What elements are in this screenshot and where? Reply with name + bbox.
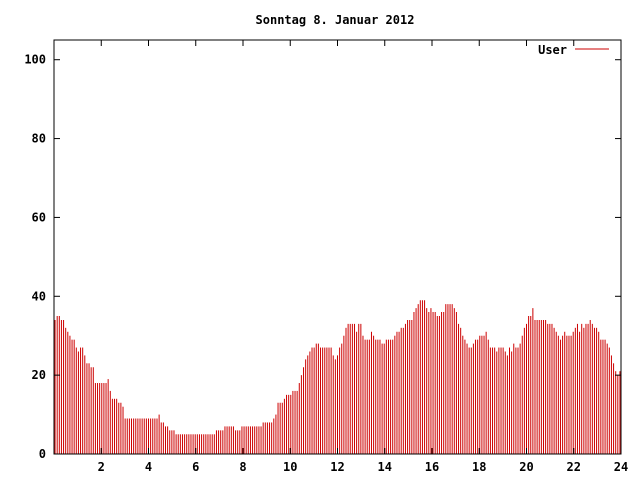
x-tick-label-5: 12 [330,460,344,474]
y-tick-label-4: 80 [32,132,46,146]
x-tick-label-0: 2 [98,460,105,474]
y-tick-label-2: 40 [32,289,46,303]
x-tick-label-10: 22 [567,460,581,474]
y-tick-label-3: 60 [32,210,46,224]
x-tick-label-11: 24 [614,460,628,474]
x-tick-label-4: 10 [283,460,297,474]
x-tick-label-8: 18 [472,460,486,474]
legend: User [538,43,609,57]
x-tick-label-9: 20 [519,460,533,474]
x-tick-label-7: 16 [425,460,439,474]
y-tick-label-0: 0 [39,447,46,461]
legend-series-label: User [538,43,567,57]
x-tick-label-1: 4 [145,460,152,474]
chart-title: Sonntag 8. Januar 2012 [256,13,415,27]
y-tick-label-5: 100 [24,53,46,67]
x-tick-label-2: 6 [192,460,199,474]
bars-layer [54,300,621,454]
x-tick-label-6: 14 [378,460,392,474]
x-tick-label-3: 8 [239,460,246,474]
y-tick-label-1: 20 [32,368,46,382]
